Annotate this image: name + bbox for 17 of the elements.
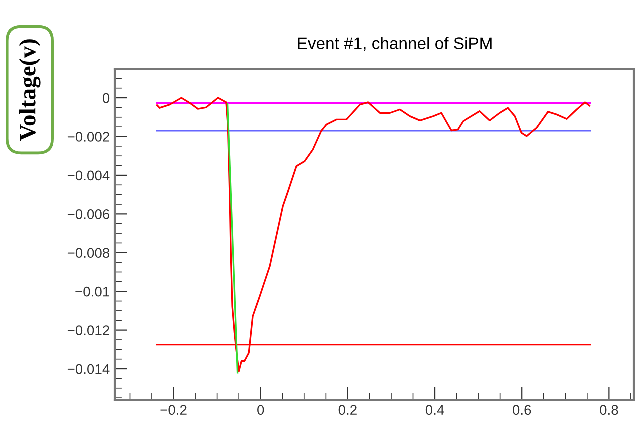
y-tick-label: −0.01 — [76, 286, 110, 297]
y-tick-label: −0.008 — [68, 248, 110, 258]
line-series — [156, 97, 590, 372]
chart-title: Event #1, channel of SiPM — [298, 37, 492, 52]
x-tick-label: 0.8 — [600, 405, 618, 416]
x-tick-label: 0.4 — [426, 405, 444, 416]
x-tick-label: 0 — [258, 405, 264, 416]
y-axis-title: Voltage(v) — [19, 40, 41, 142]
x-tick-label: 0.6 — [512, 405, 532, 416]
y-tick-label: −0.002 — [68, 132, 110, 142]
y-tick-label: −0.004 — [68, 170, 110, 181]
y-tick-label: −0.012 — [68, 326, 110, 336]
y-tick-label: 0 — [102, 93, 110, 104]
y-tick-label: −0.006 — [68, 210, 110, 220]
x-tick-label: −0.2 — [160, 405, 187, 416]
y-tick-label: −0.014 — [68, 364, 110, 374]
x-tick-label: 0.2 — [338, 405, 357, 416]
